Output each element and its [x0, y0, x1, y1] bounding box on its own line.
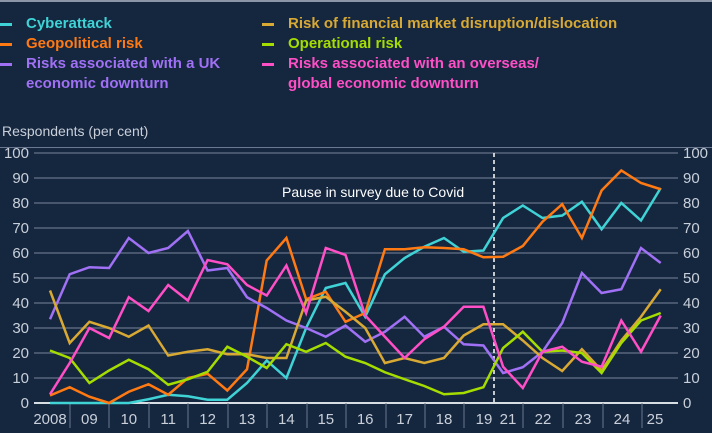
legend-label: Risks associated with an overseas/global… [288, 54, 539, 94]
x-tick-label: 15 [317, 411, 334, 428]
x-tick-label: 19 [476, 411, 493, 428]
x-tick-label: 13 [239, 411, 256, 428]
x-tick-label: 22 [535, 411, 552, 428]
legend-swatch [262, 43, 274, 46]
y-tick-label-right: 40 [683, 295, 700, 312]
x-tick-label: 17 [396, 411, 413, 428]
x-tick-label: 12 [199, 411, 216, 428]
series-line-cyberattack [50, 187, 662, 405]
y-tick-label-left: 60 [12, 245, 29, 262]
y-tick-label-left: 40 [12, 295, 29, 312]
legend-label-line: economic downturn [26, 75, 169, 92]
y-tick-label-right: 70 [683, 220, 700, 237]
legend-label: Geopolitical risk [26, 35, 143, 52]
x-tick-label: 16 [357, 411, 374, 428]
y-tick-label-left: 80 [12, 195, 29, 212]
series-line-operational-risk [49, 311, 662, 396]
x-tick-label: 10 [120, 411, 137, 428]
legend-item-geopolitical: Geopolitical risk [0, 34, 143, 54]
legend-item-financial-market: Risk of financial market disruption/disl… [262, 14, 617, 34]
y-tick-label-left: 0 [21, 395, 29, 412]
series-line-risks-associated-with-an-overseas-global-economic-downturn [48, 246, 662, 395]
y-tick-label-left: 10 [12, 370, 29, 387]
legend-swatch [0, 23, 12, 26]
x-tick-label: 18 [436, 411, 453, 428]
legend-item-cyberattack: Cyberattack [0, 14, 112, 34]
legend-item-operational: Operational risk [262, 34, 402, 54]
y-tick-label-right: 50 [683, 270, 700, 287]
legend-swatch [0, 43, 12, 46]
x-tick-label: 11 [160, 411, 176, 428]
y-axis-label: Respondents (per cent) [2, 123, 149, 139]
covid-annotation: Pause in survey due to Covid [282, 184, 464, 200]
y-tick-label-right: 10 [683, 370, 700, 387]
y-tick-label-left: 100 [4, 145, 29, 162]
x-tick-label: 24 [614, 411, 631, 428]
legend-swatch [0, 63, 12, 66]
legend-swatch [262, 63, 274, 66]
series-line-risks-associated-with-a-uk-economic-downturn [48, 229, 662, 375]
legend-label: Risk of financial market disruption/disl… [288, 15, 618, 32]
y-tick-label-right: 30 [683, 320, 700, 337]
legend-label: Risks associated with a UK economic downt… [26, 54, 220, 94]
x-tick-label: 14 [278, 411, 295, 428]
y-tick-label-left: 90 [12, 170, 29, 187]
x-tick-label: 09 [81, 411, 98, 428]
top-border [0, 0, 712, 2]
x-tick-label: 21 [500, 411, 517, 428]
x-tick-label: 23 [575, 411, 592, 428]
y-tick-label-right: 100 [683, 145, 708, 162]
series-line-risk-of-financial-market-disruption-dislocation [48, 288, 662, 373]
divider [0, 147, 712, 148]
legend-item-uk-downturn: Risks associated with a UK economic downt… [0, 54, 220, 94]
y-tick-label-left: 70 [12, 220, 29, 237]
legend-label-line: Risks associated with an overseas/ [288, 55, 539, 72]
legend-swatch [262, 23, 274, 26]
x-tick-label: 2008 [33, 411, 66, 428]
y-tick-label-right: 60 [683, 245, 700, 262]
legend-label: Cyberattack [26, 15, 112, 32]
legend-label: Operational risk [288, 35, 403, 52]
legend-item-overseas-downturn: Risks associated with an overseas/global… [262, 54, 539, 94]
y-tick-label-left: 20 [12, 345, 29, 362]
series-line-geopolitical-risk [49, 168, 662, 405]
y-tick-label-right: 80 [683, 195, 700, 212]
legend-label-line: global economic downturn [288, 75, 479, 92]
y-tick-label-left: 50 [12, 270, 29, 287]
legend-label-line: Risks associated with a UK [26, 55, 221, 72]
x-tick-label: 25 [647, 411, 664, 428]
y-tick-label-right: 90 [683, 170, 700, 187]
y-tick-label-right: 20 [683, 345, 700, 362]
y-tick-label-right: 0 [683, 395, 691, 412]
y-tick-label-left: 30 [12, 320, 29, 337]
